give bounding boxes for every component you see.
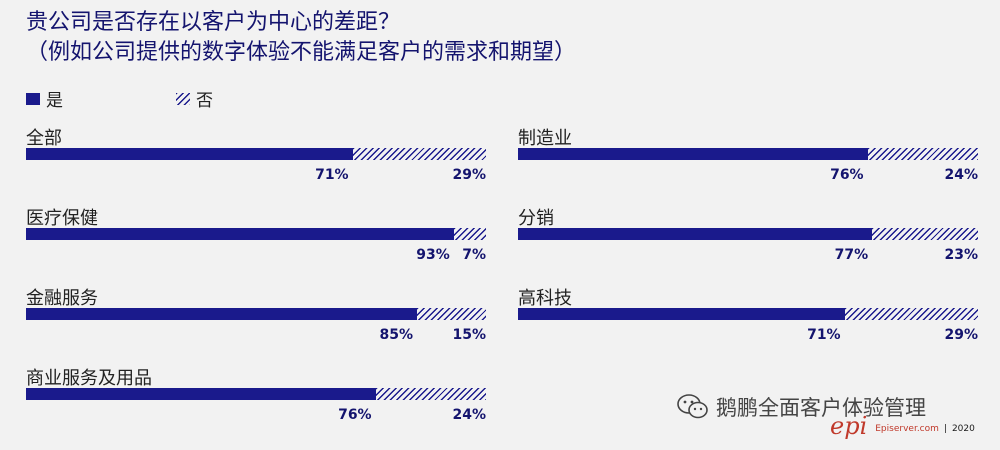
- stacked-bar: [518, 228, 978, 240]
- legend-item-no: 否: [176, 86, 213, 111]
- bar-row: 金融服务 85% 15%: [26, 284, 486, 354]
- category-label: 全部: [26, 128, 62, 149]
- bar-segment-yes: [26, 148, 353, 160]
- data-label-no: 7%: [462, 247, 486, 263]
- brand-year: 2020: [951, 424, 975, 434]
- bar-segment-no: [867, 148, 978, 160]
- bar-row: 高科技 71% 29%: [518, 284, 978, 354]
- data-label-yes: 76%: [830, 167, 864, 183]
- category-label: 分销: [518, 208, 554, 229]
- brand-separator: |: [943, 424, 947, 434]
- bar-row: 制造业 76% 24%: [518, 124, 978, 194]
- legend-swatch-no: [176, 92, 190, 105]
- bar-row: 全部 71% 29%: [26, 124, 486, 194]
- chart-title: 贵公司是否存在以客户为中心的差距？ （例如公司提供的数字体验不能满足客户的需求和…: [26, 8, 576, 68]
- stacked-bar: [26, 308, 486, 320]
- data-label-yes: 77%: [834, 247, 869, 263]
- bar-segment-no: [352, 148, 486, 160]
- brand-site: Episerver.com: [875, 424, 939, 434]
- bar-segment-no: [844, 308, 978, 320]
- title-line-1: 贵公司是否存在以客户为中心的差距？: [26, 10, 401, 35]
- data-label-no: 15%: [452, 327, 486, 343]
- bar-segment-yes: [518, 148, 868, 160]
- brand-footer: epi Episerver.com | 2020: [830, 414, 975, 438]
- bar-segment-no: [375, 388, 486, 400]
- bar-row: 医疗保健 93% 7%: [26, 204, 486, 274]
- bar-segment-yes: [26, 308, 417, 320]
- data-label-yes: 71%: [315, 167, 349, 183]
- wechat-icon: [677, 394, 708, 419]
- data-label-yes: 76%: [338, 407, 372, 423]
- stacked-bar: [26, 228, 486, 240]
- bar-segment-yes: [26, 228, 454, 240]
- legend-item-yes: 是: [26, 86, 63, 111]
- legend-label-yes: 是: [46, 91, 63, 111]
- brand-logo: epi: [830, 412, 868, 440]
- stacked-bar: [518, 308, 978, 320]
- watermark-text: 鹅鹏全面客户体验管理: [716, 396, 926, 420]
- data-label-no: 29%: [452, 167, 486, 183]
- category-label: 商业服务及用品: [26, 368, 152, 389]
- bar-segment-yes: [26, 388, 376, 400]
- category-label: 金融服务: [26, 288, 98, 309]
- bar-segment-yes: [518, 228, 873, 240]
- bar-segment-no: [453, 228, 486, 240]
- legend-label-no: 否: [196, 91, 213, 111]
- data-label-yes: 93%: [416, 247, 450, 263]
- data-label-no: 24%: [452, 407, 486, 423]
- bar-segment-yes: [518, 308, 845, 320]
- bar-row: 分销 77% 23%: [518, 204, 978, 274]
- data-label-no: 24%: [944, 167, 978, 183]
- category-label: 制造业: [518, 128, 572, 149]
- data-label-yes: 85%: [379, 327, 413, 343]
- bar-row: 商业服务及用品 76% 24%: [26, 364, 486, 434]
- title-line-2: （例如公司提供的数字体验不能满足客户的需求和期望）: [26, 40, 577, 65]
- data-label-no: 23%: [944, 247, 978, 263]
- bar-segment-no: [417, 308, 486, 320]
- stacked-bar: [26, 388, 486, 400]
- category-label: 高科技: [518, 288, 572, 309]
- data-label-no: 29%: [944, 327, 978, 343]
- bar-segment-no: [872, 228, 978, 240]
- stacked-bar: [518, 148, 978, 160]
- category-label: 医疗保健: [26, 208, 98, 229]
- stacked-bar: [26, 148, 486, 160]
- data-label-yes: 71%: [807, 327, 841, 343]
- legend-swatch-yes: [26, 92, 40, 105]
- watermark: 鹅鹏全面客户体验管理: [676, 392, 926, 422]
